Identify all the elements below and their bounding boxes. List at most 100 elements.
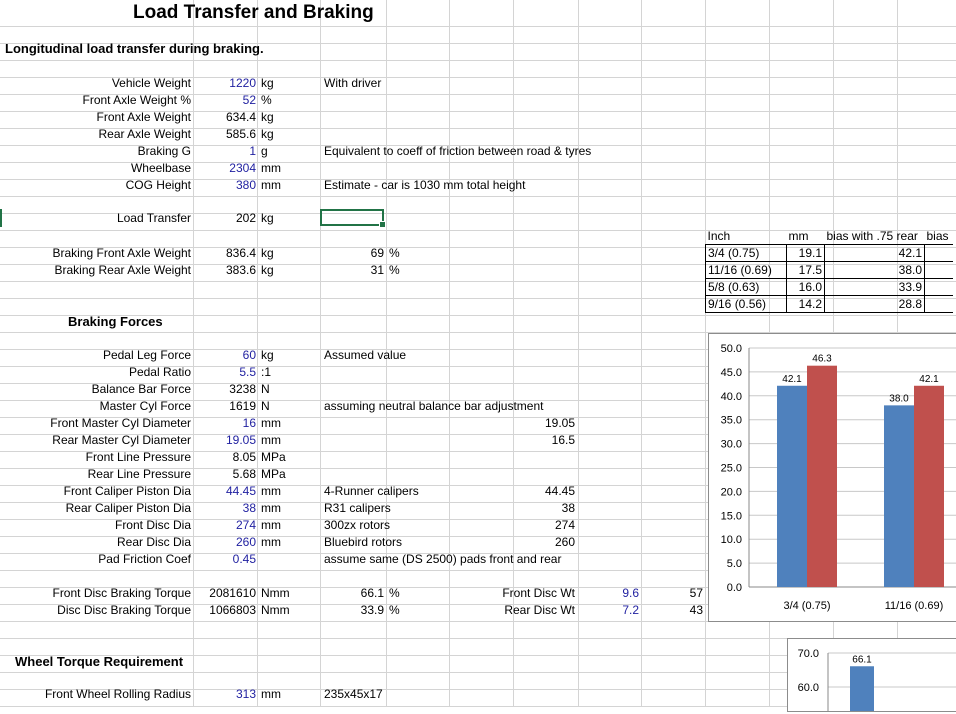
row-extra-value[interactable]: 274 [554, 518, 575, 532]
row-extra-value[interactable]: 38 [561, 501, 575, 515]
row-unit: kg [261, 246, 274, 260]
row-unit: MPa [261, 467, 286, 481]
table-cell[interactable]: 14.2 [786, 295, 825, 313]
row-note: Bluebird rotors [324, 535, 403, 549]
torque-bar-chart[interactable]: 70.0 60.0 66.1 [787, 638, 956, 712]
table-cell[interactable]: 11/16 (0.69) [705, 261, 787, 279]
data-label: 42.1 [919, 374, 939, 385]
row-unit: mm [261, 161, 281, 175]
row-value[interactable]: 44.45 [225, 484, 256, 498]
y-tick-label: 40.0 [721, 391, 742, 403]
row-value[interactable]: 0.45 [232, 552, 256, 566]
row-label: Front Axle Weight % [82, 93, 192, 107]
row-label: Front Line Pressure [85, 450, 191, 464]
row-unit: Nmm [261, 603, 290, 617]
row-unit: Nmm [261, 586, 290, 600]
y-tick-label: 0.0 [727, 582, 742, 594]
y-tick-label: 20.0 [721, 486, 742, 498]
row-wt-percent[interactable]: 43 [689, 603, 703, 617]
row-value[interactable]: 274 [235, 518, 256, 532]
row-label: Front Disc Braking Torque [52, 586, 191, 600]
selected-cell[interactable] [320, 209, 386, 228]
rolling-radius-label: Front Wheel Rolling Radius [44, 687, 191, 701]
row-percent[interactable]: 31 [370, 263, 384, 277]
table-row: 11/16 (0.69) 17.5 38.0 [705, 261, 953, 279]
table-cell[interactable]: 38.0 [824, 261, 925, 279]
row-note: assuming neutral balance bar adjustment [324, 399, 544, 413]
row-percent[interactable]: 69 [370, 246, 384, 260]
row-value[interactable]: 585.6 [225, 127, 256, 141]
table-cell[interactable]: 5/8 (0.63) [705, 278, 787, 296]
row-extra-value[interactable]: 44.45 [544, 484, 575, 498]
table-header: bias [926, 228, 949, 243]
row-value[interactable]: 634.4 [225, 110, 256, 124]
table-row: 9/16 (0.56) 14.2 28.8 [705, 295, 953, 313]
row-percent-unit: % [389, 586, 400, 600]
y-tick-label: 60.0 [798, 682, 819, 694]
row-value[interactable]: 2304 [229, 161, 256, 175]
bias-bar-chart[interactable]: 50.0 45.0 40.0 35.0 30.0 25.0 20.0 15.0 10.0 5.0 0… [708, 333, 956, 622]
row-value[interactable]: 2081610 [209, 586, 256, 600]
row-value[interactable]: 8.05 [232, 450, 256, 464]
row-wt-percent[interactable]: 57 [689, 586, 703, 600]
row-extra-value[interactable]: 16.5 [551, 433, 575, 447]
row-value[interactable]: 1220 [229, 76, 256, 90]
table-cell[interactable]: 17.5 [786, 261, 825, 279]
row-value[interactable]: 38 [242, 501, 256, 515]
row-value[interactable]: 60 [242, 348, 256, 362]
row-unit: mm [261, 501, 281, 515]
table-cell[interactable]: 19.1 [786, 244, 825, 262]
table-cell[interactable]: 42.1 [824, 244, 925, 262]
row-value[interactable]: 52 [242, 93, 256, 107]
row-value[interactable]: 5.68 [232, 467, 256, 481]
table-cell[interactable]: 28.8 [824, 295, 925, 313]
row-value[interactable]: 260 [235, 535, 256, 549]
sheet-title: Load Transfer and Braking [133, 2, 374, 23]
row-value[interactable]: 3238 [229, 382, 256, 396]
row-value[interactable]: 16 [242, 416, 256, 430]
rolling-radius-value[interactable]: 313 [235, 687, 256, 701]
row-value[interactable]: 380 [235, 178, 256, 192]
row-value[interactable]: 383.6 [225, 263, 256, 277]
data-label: 38.0 [889, 393, 909, 404]
row-unit: g [261, 144, 268, 158]
row-note: 300zx rotors [324, 518, 391, 532]
y-tick-label: 10.0 [721, 534, 742, 546]
table-cell[interactable]: 9/16 (0.56) [705, 295, 787, 313]
row-value[interactable]: 5.5 [239, 365, 256, 379]
row-unit: mm [261, 535, 281, 549]
row-wt-value[interactable]: 9.6 [622, 586, 639, 600]
row-note: Estimate - car is 1030 mm total height [324, 178, 526, 192]
row-unit: MPa [261, 450, 286, 464]
row-percent[interactable]: 33.9 [360, 603, 384, 617]
data-label: 66.1 [852, 654, 872, 665]
row-unit: :1 [261, 365, 272, 379]
row-value[interactable]: 19.05 [225, 433, 256, 447]
row-value[interactable]: 1619 [229, 399, 256, 413]
row-percent-unit: % [389, 603, 400, 617]
row-label: Rear Disc Dia [116, 535, 191, 549]
row-label: Front Disc Dia [114, 518, 191, 532]
row-value[interactable]: 1 [249, 144, 256, 158]
load-transfer-value[interactable]: 202 [235, 211, 256, 225]
row-wt-value[interactable]: 7.2 [622, 603, 639, 617]
table-cell[interactable]: 33.9 [824, 278, 925, 296]
bar [807, 365, 837, 587]
row-label: Braking Front Axle Weight [52, 246, 191, 260]
row-percent[interactable]: 66.1 [360, 586, 384, 600]
table-cell[interactable]: 16.0 [786, 278, 825, 296]
row-value[interactable]: 1066803 [209, 603, 256, 617]
rolling-radius-unit: mm [261, 687, 281, 701]
row-label: Pedal Ratio [128, 365, 191, 379]
row-extra-value[interactable]: 260 [554, 535, 575, 549]
row-value[interactable]: 836.4 [225, 246, 256, 260]
row-extra-value[interactable]: 19.05 [544, 416, 575, 430]
table-cell[interactable]: 3/4 (0.75) [705, 244, 787, 262]
row-note: R31 calipers [324, 501, 391, 515]
row-unit: kg [261, 348, 274, 362]
row-unit: mm [261, 484, 281, 498]
row-label: COG Height [125, 178, 191, 192]
row-wt-label: Front Disc Wt [502, 586, 575, 600]
table-header-row: Inch mm bias with .75 rear bias [706, 228, 953, 245]
y-tick-label: 30.0 [721, 439, 742, 451]
